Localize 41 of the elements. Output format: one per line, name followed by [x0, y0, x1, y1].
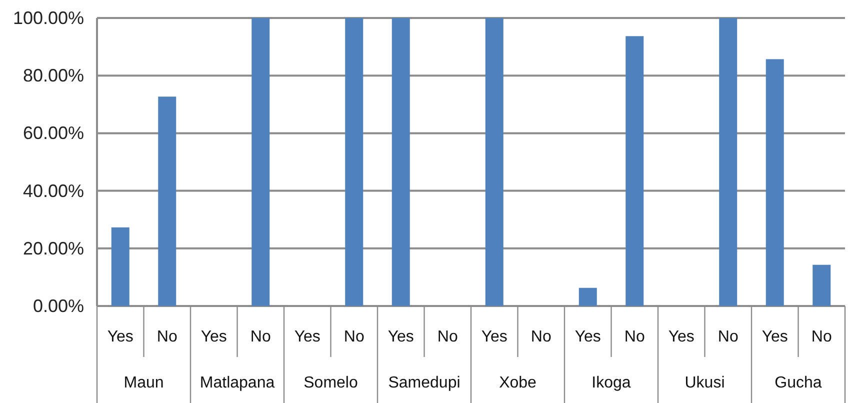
text: Yes	[481, 328, 508, 346]
text: No	[811, 328, 832, 346]
x-tick-label: Ikoga	[592, 374, 631, 392]
bar	[158, 96, 176, 306]
bar	[111, 227, 130, 306]
x-tick-label: Maun	[124, 374, 164, 392]
y-tick-label: 60.00%	[22, 123, 84, 144]
bar	[719, 18, 738, 306]
bar	[252, 18, 270, 306]
text: Yes	[107, 328, 134, 346]
series-label: No	[156, 328, 178, 346]
x-tick-label: Gucha	[774, 374, 822, 392]
text: Yes	[294, 328, 320, 346]
x-tick-label: Samedupi	[388, 374, 460, 392]
text: No	[437, 328, 458, 346]
text: No	[624, 328, 645, 346]
y-tick-label: 20.00%	[22, 238, 84, 258]
bar	[626, 36, 644, 306]
series-label: Yes	[574, 328, 601, 346]
x-tick-label: Matlapana	[200, 374, 275, 392]
text: No	[718, 328, 738, 346]
bar	[812, 264, 831, 306]
bar	[485, 18, 504, 306]
text: No	[344, 328, 364, 346]
y-tick-label: 100.00%	[12, 8, 84, 28]
x-tick-label: Xobe	[499, 374, 537, 392]
bar	[345, 18, 364, 306]
bar	[766, 59, 784, 306]
bar	[392, 18, 410, 306]
x-tick-label: Ukusi	[684, 374, 725, 392]
text: No	[250, 328, 271, 346]
y-tick-label: 0.00%	[32, 296, 84, 316]
y-tick-label: 40.00%	[22, 180, 84, 201]
text: Yes	[762, 328, 788, 346]
x-tick-label: Somelo	[304, 374, 358, 392]
bar	[578, 288, 597, 306]
text: No	[530, 328, 552, 346]
y-tick-label: 80.00%	[22, 66, 84, 86]
text: Yes	[200, 328, 227, 346]
text: Yes	[668, 328, 694, 346]
text: Yes	[388, 328, 414, 346]
